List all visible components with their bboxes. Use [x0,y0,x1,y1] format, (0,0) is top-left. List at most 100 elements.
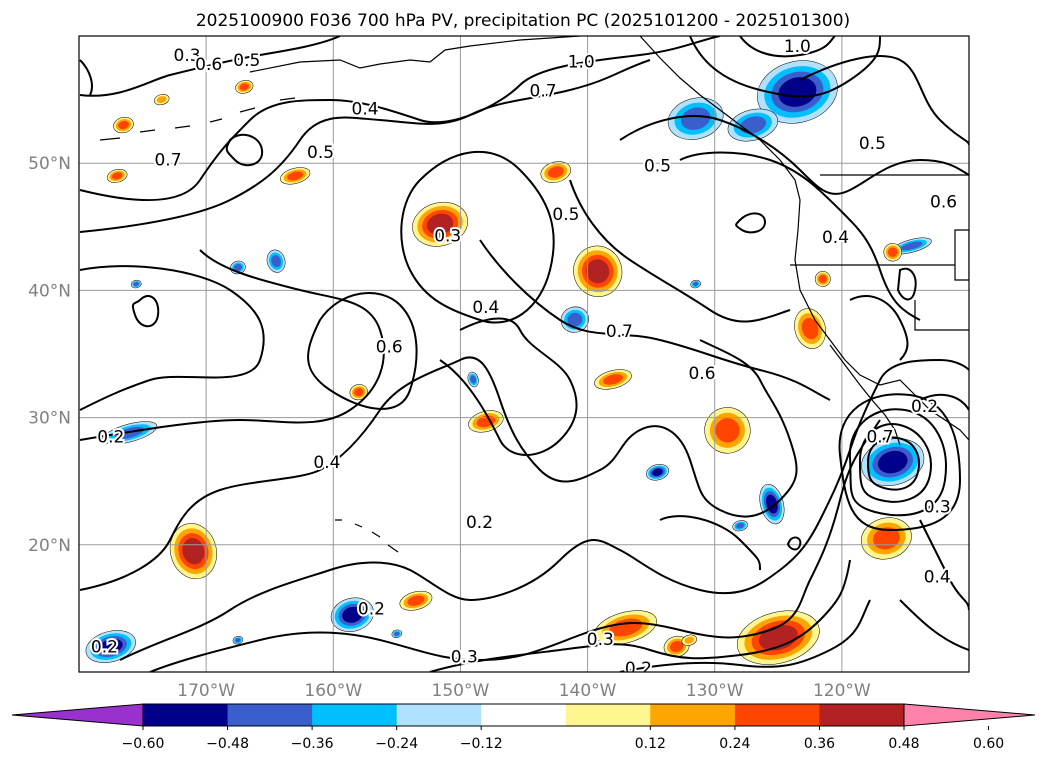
contour-label: 0.2 [625,659,652,679]
pv-contour-line [659,515,761,571]
colorbar-tick-label: 0.36 [804,736,835,752]
precip-level-fill [271,255,281,268]
colorbar-low-extend [11,703,144,727]
precip-anomaly-blob [399,590,433,611]
pv-contour-line [689,36,881,98]
colorbar: −0.60 −0.48 −0.36 −0.24 −0.12 0.12 0.24 0.36 0.4… [11,703,1036,752]
precip-anomaly-blob [349,384,368,401]
precip-anomaly-blob [704,407,751,454]
precip-anomaly-blob [113,116,134,134]
map-title: 2025100900 F036 700 hPa PV, precipitatio… [196,11,850,31]
precip-anomaly-blob [681,634,698,646]
precip-level-fill [684,636,695,644]
pv-contour-line [896,267,917,301]
pv-contour-line [619,115,969,195]
pv-contour-line [79,36,721,201]
precip-anomaly-blob [266,249,286,273]
precip-anomaly-blob [861,438,925,486]
precip-anomaly-blob [759,483,785,525]
precip-anomaly-blob [594,369,632,390]
precip-level-fill [394,631,400,636]
precip-level-fill [877,450,908,474]
colorbar-segment [312,704,398,726]
contour-label: 0.7 [154,150,181,170]
map-frame [78,35,970,673]
map-background [79,36,969,672]
colorbar-tick-label: 0.60 [973,736,1004,752]
contour-label: 0.6 [376,337,403,357]
precip-level-fill [342,606,363,623]
pv-contour-line [79,339,798,591]
precip-level-fill [118,120,129,130]
lon-tick-label: 120°W [813,681,871,701]
precip-level-fill [476,415,496,428]
precip-level-fill [692,281,699,287]
precip-anomaly-blob [667,97,724,140]
lat-tick-label: 40°N [28,281,71,301]
pv-contour-line [479,239,831,401]
lon-tick-label: 140°W [559,681,617,701]
pv-contour-line [400,150,555,324]
pv-contour-line [899,599,969,651]
pv-contour-line [79,249,385,441]
contour-label: 0.5 [859,134,886,154]
contour-label: 0.7 [606,322,633,342]
precip-level-fill [233,264,242,271]
contour-label: 0.2 [91,638,118,658]
precip-anomaly-blob [736,610,820,665]
contour-label: 0.7 [866,428,893,448]
pv-contour-line [119,358,969,661]
contour-label: 0.4 [822,228,849,248]
colorbar-tick-label: −0.12 [460,736,503,752]
pv-contour-line [131,295,160,328]
contour-label: 0.4 [472,298,499,318]
contour-label: 0.3 [434,227,461,247]
contour-label: 0.5 [307,143,334,163]
lat-tick-label: 50°N [28,154,71,174]
lat-lon-gridlines [79,36,969,672]
contour-label: 0.6 [688,364,715,384]
precip-anomaly-blob [232,636,244,645]
lon-tick-label: 170°W [177,681,235,701]
precip-anomaly-blob [412,201,468,247]
contour-labels: 0.30.6 0.50.40.50.70.30.50.40.60.70.60.40… [89,36,959,679]
precipitation-shading [85,60,932,665]
precip-level-fill [567,312,583,327]
contour-label: 1.0 [784,37,811,57]
contour-label: 1.0 [568,52,595,72]
contour-label: 0.7 [530,82,557,102]
precip-level-fill [354,388,364,397]
precip-level-fill [669,641,684,653]
precip-anomaly-blob [883,243,902,262]
pv-contour-line [619,599,871,672]
precip-anomaly-blob [560,306,590,333]
map-area: 0.30.6 0.50.40.50.70.30.50.40.60.70.60.40… [79,36,969,679]
contour-label: 0.4 [313,453,340,473]
colorbar-tick-label: −0.36 [291,736,334,752]
precip-anomaly-blob [690,279,701,289]
pv-contours [79,36,969,672]
colorbar-tick-label: −0.60 [122,736,165,752]
precip-level-fill [801,317,819,340]
precip-anomaly-blob [757,60,838,124]
pv-contour-line [79,59,651,233]
precip-level-fill [111,172,123,180]
pv-contour-line [849,295,909,361]
pv-contour-line [79,265,265,411]
pv-contour-line [735,212,767,234]
precip-anomaly-blob [467,371,479,388]
pv-contour-line [838,393,962,532]
contour-label: 0.2 [358,599,385,619]
contour-label: 0.4 [924,568,951,588]
precip-level-fill [407,595,425,606]
precip-anomaly-blob [106,168,128,183]
precip-anomaly-blob [85,630,136,663]
pv-contour-line [79,59,93,96]
colorbar-segment [143,704,229,726]
pv-contour-line [307,292,418,410]
precip-level-fill [818,274,827,284]
pv-contour-line [569,179,791,323]
precip-level-fill [239,83,249,91]
pv-contour-line [225,133,264,167]
baja-coastline [829,344,901,446]
